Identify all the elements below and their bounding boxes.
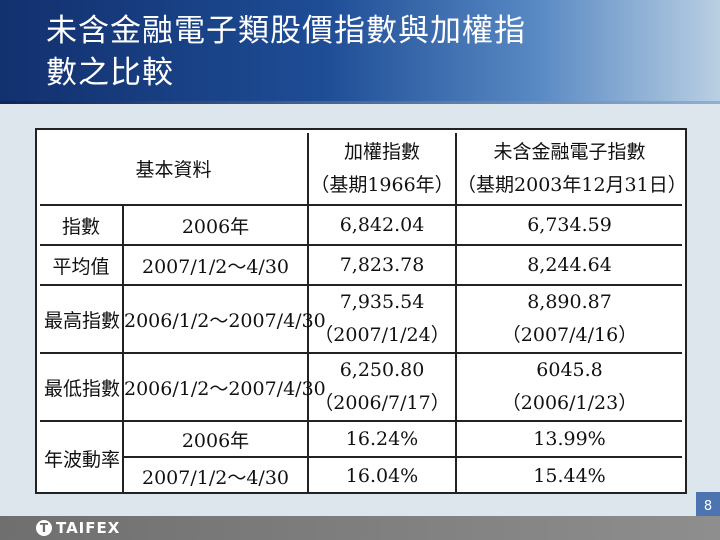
non-fin-elec-highest-value: 8,890.87 [527,291,612,313]
taifex-logo-icon: T [36,520,52,536]
taiex-lowest-cell: 6,250.80 （2006/7/17） [309,354,458,422]
comparison-table: 基本資料 加權指數 （基期1966年） 未含金融電子指數 （基期2003年12月… [40,133,687,494]
taiex-lowest-date: （2006/7/17） [314,392,450,414]
period-index: 2006年 [124,206,310,246]
slide-title: 未含金融電子類股價指數與加權指 數之比較 [46,13,526,91]
non-fin-elec-header-name: 未含金融電子指數 [493,140,646,163]
basic-info-label: 基本資料 [135,159,212,181]
comparison-table-frame: 基本資料 加權指數 （基期1966年） 未含金融電子指數 （基期2003年12月… [35,128,687,494]
table-row-volatility-2007: 2007/1/2～4/30 16.04% 15.44% [40,458,682,494]
taiex-header-base: （基期1966年） [310,173,454,196]
non-fin-elec-lowest-date: （2006/1/23） [501,392,638,414]
non-fin-elec-lowest-value: 6045.8 [536,359,603,381]
header-row: 基本資料 加權指數 （基期1966年） 未含金融電子指數 （基期2003年12月… [40,133,687,206]
period-lowest: 2006/1/2～2007/4/30 [124,354,326,422]
period-highest: 2006/1/2～2007/4/30 [124,286,326,354]
slide-header: 未含金融電子類股價指數與加權指 數之比較 [0,0,720,104]
period-volatility-2006: 2006年 [124,422,310,458]
row-label-average: 平均值 [40,246,124,286]
taiex-header-name: 加權指數 [344,140,421,163]
taifex-logo-text: TAIFEX [56,519,121,537]
table-row-volatility-2006: 年波動率 2006年 16.24% 13.99% [40,422,682,494]
taiex-average-value: 7,823.78 [309,246,458,286]
table-row-average: 平均值 2007/1/2～4/30 7,823.78 8,244.64 [40,246,682,286]
taiex-highest-value: 7,935.54 [339,291,425,313]
period-average: 2007/1/2～4/30 [124,246,310,286]
non-fin-elec-index-value: 6,734.59 [457,206,682,246]
taiex-volatility-2006: 16.24% [309,422,458,458]
taiex-index-value: 6,842.04 [309,206,458,246]
taifex-logo: T TAIFEX [36,519,120,537]
taiex-highest-date: （2007/1/24） [314,324,450,346]
non-fin-elec-average-value: 8,244.64 [457,246,682,286]
table-row-highest: 最高指數 2006/1/2～2007/4/30 7,935.54 （2007/1… [40,286,682,354]
non-fin-elec-volatility-2007: 15.44% [533,465,606,487]
non-fin-elec-lowest-cell: 6045.8 （2006/1/23） [457,354,682,422]
taiex-lowest-value: 6,250.80 [339,359,425,381]
taiex-volatility-2007: 16.04% [309,458,458,494]
row-label-index: 指數 [40,206,124,246]
table-row-lowest: 最低指數 2006/1/2～2007/4/30 6,250.80 （2006/7… [40,354,682,422]
row-label-volatility: 年波動率 [40,422,124,494]
table-row-index: 指數 2006年 6,842.04 6,734.59 [40,206,682,246]
period-volatility-2007: 2007/1/2～4/30 [124,458,310,494]
row-label-lowest: 最低指數 [40,354,124,422]
taiex-highest-cell: 7,935.54 （2007/1/24） [309,286,458,354]
non-fin-elec-highest-date: （2007/4/16） [501,324,638,346]
basic-info-header: 基本資料 [40,133,310,206]
non-fin-elec-volatility-2006: 13.99% [457,422,682,458]
row-label-highest: 最高指數 [40,286,124,354]
non-fin-elec-header-base: （基期2003年12月31日） [457,173,687,196]
non-fin-elec-highest-cell: 8,890.87 （2007/4/16） [457,286,682,354]
taiex-header: 加權指數 （基期1966年） [309,133,458,206]
non-fin-elec-header: 未含金融電子指數 （基期2003年12月31日） [457,133,687,206]
footer-bar: T TAIFEX [0,516,720,540]
